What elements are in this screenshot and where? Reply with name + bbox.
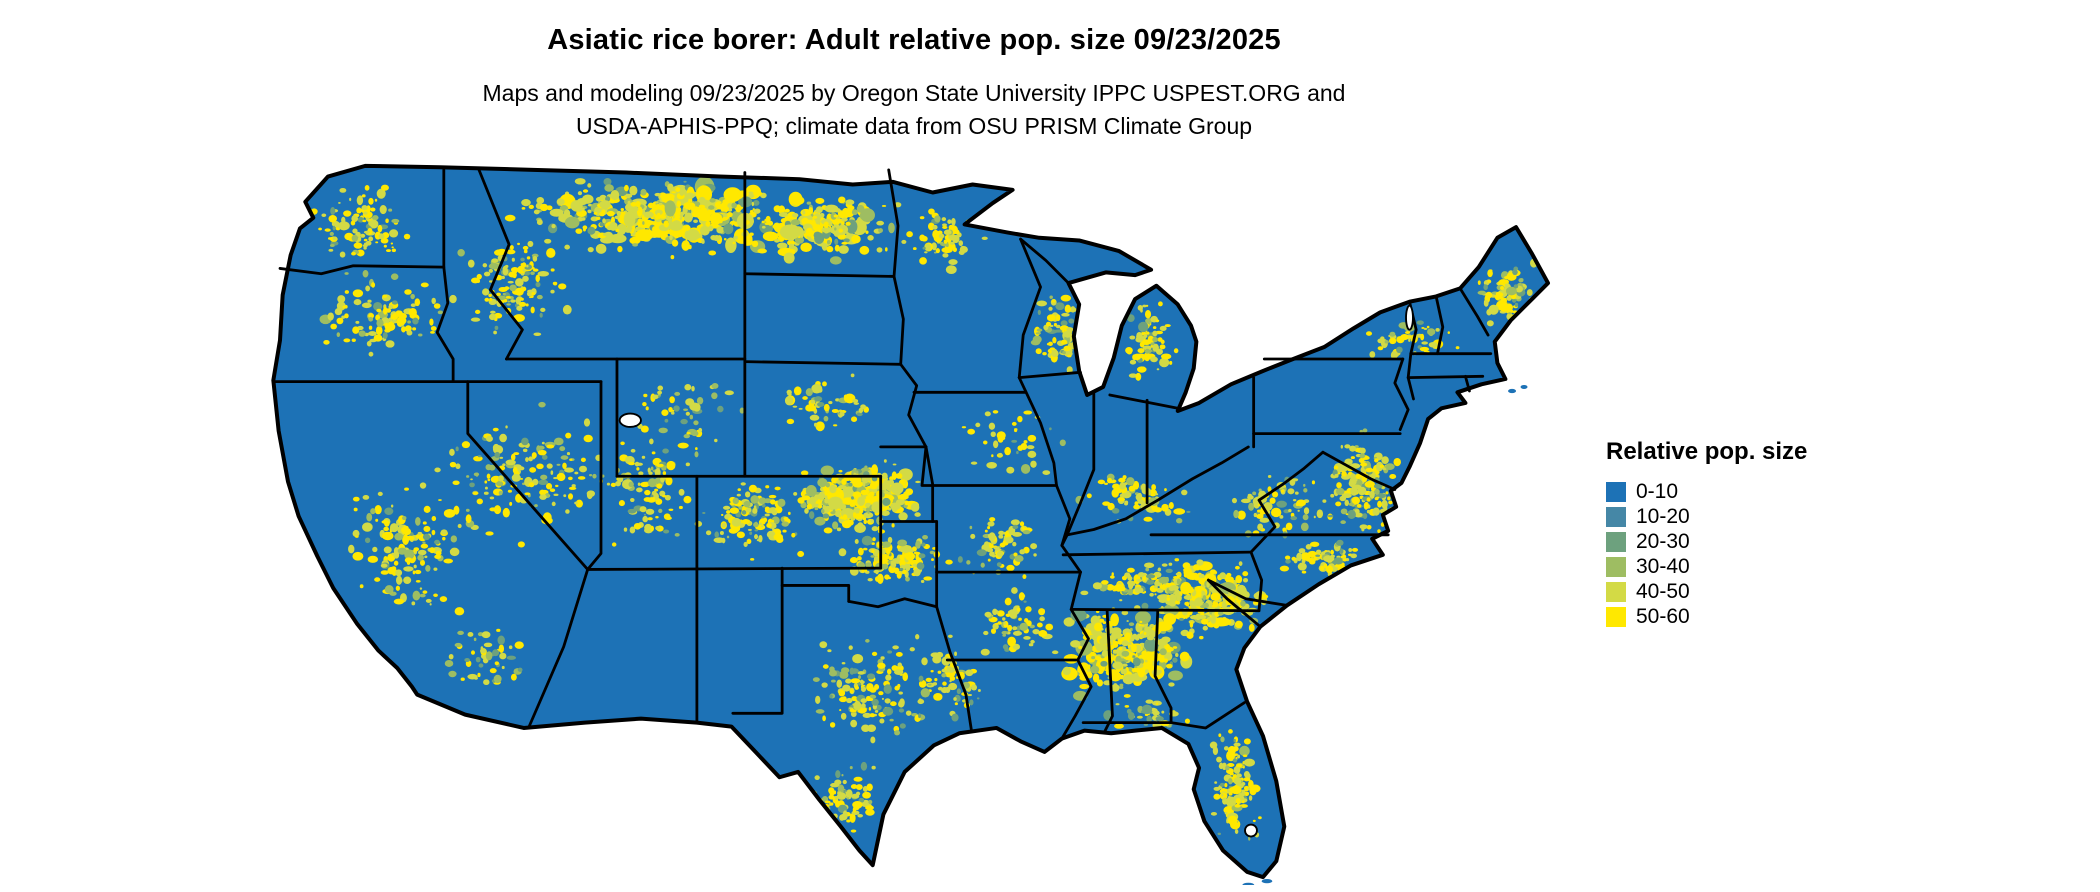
state-border-line — [1406, 352, 1415, 401]
state-border-line — [1017, 237, 1042, 380]
state-border-line — [743, 272, 896, 278]
marthas-vineyard-island — [1520, 384, 1528, 389]
legend-item: 20-30 — [1606, 529, 1807, 554]
inland-water-layer — [618, 304, 1414, 838]
header: Asiatic rice borer: Adult relative pop. … — [0, 24, 1828, 143]
state-borders-layer — [271, 167, 1493, 741]
florida-keys — [1261, 878, 1273, 884]
state-border-line — [1249, 450, 1325, 554]
legend-item: 40-50 — [1606, 579, 1807, 604]
state-border-line — [1069, 608, 1261, 613]
state-border-line — [435, 168, 455, 384]
great-salt-lake — [618, 412, 642, 428]
legend-swatch — [1606, 531, 1626, 552]
state-border-line — [1108, 393, 1180, 410]
legend-swatch — [1606, 606, 1626, 627]
map-attribution: Maps and modeling 09/23/2025 by Oregon S… — [0, 77, 1828, 143]
state-border-line — [892, 275, 905, 366]
legend-item: 10-20 — [1606, 504, 1807, 529]
legend-title: Relative pop. size — [1606, 438, 1808, 465]
legend-item-label: 10-20 — [1636, 504, 1690, 528]
legend-item: 50-60 — [1606, 604, 1807, 629]
legend: Relative pop. size 0-10 10-20 20-30 30-40 40… — [1606, 438, 1807, 629]
state-border-line — [847, 597, 939, 609]
attribution-line-1: Maps and modeling 09/23/2025 by Oregon S… — [482, 80, 1346, 106]
state-border-line — [1464, 374, 1471, 393]
state-border-line — [743, 360, 903, 366]
state-border-line — [1393, 357, 1410, 431]
state-border-line — [1406, 374, 1485, 380]
lake-champlain — [1405, 304, 1414, 331]
page-title: Asiatic rice borer: Adult relative pop. … — [547, 24, 1281, 56]
state-border-line — [731, 566, 784, 715]
state-border-line — [1055, 484, 1082, 574]
state-border-line — [887, 168, 900, 278]
legend-item: 30-40 — [1606, 554, 1807, 579]
state-border-line — [1206, 578, 1289, 607]
state-border-line — [1458, 287, 1490, 337]
state-border-line — [1060, 658, 1093, 741]
state-border-line — [1434, 294, 1445, 356]
legend-item: 0-10 — [1606, 479, 1807, 504]
state-border-line — [1019, 237, 1070, 285]
state-border-line — [899, 362, 928, 449]
us-coastline-border — [271, 163, 1551, 880]
nantucket-island — [1508, 388, 1517, 394]
state-border-line — [1060, 533, 1069, 547]
legend-swatch — [1606, 581, 1626, 602]
map-container — [268, 154, 1560, 885]
state-border-line — [1103, 609, 1114, 734]
legend-item-label: 30-40 — [1636, 554, 1690, 578]
legend-item-label: 0-10 — [1636, 479, 1679, 503]
state-border-line — [1017, 376, 1058, 487]
state-border-line — [477, 167, 524, 361]
legend-swatch — [1606, 506, 1626, 527]
state-border-line — [1065, 392, 1096, 537]
lake-okeechobee — [1244, 823, 1258, 838]
state-border-line — [1017, 370, 1082, 380]
legend-item-label: 40-50 — [1636, 579, 1690, 603]
legend-swatch — [1606, 556, 1626, 577]
us-map — [271, 163, 1551, 885]
attribution-line-2: USDA-APHIS-PPQ; climate data from OSU PR… — [575, 113, 1253, 139]
state-border-line — [1069, 570, 1090, 662]
state-border-line — [278, 264, 446, 276]
state-border-line — [1081, 701, 1246, 730]
state-border-line — [920, 445, 1058, 487]
florida-keys — [1242, 882, 1255, 885]
coastal-islands-layer — [1242, 384, 1528, 885]
population-hotspots-layer — [310, 176, 1540, 841]
state-border-line — [935, 605, 973, 731]
legend-item-label: 20-30 — [1636, 529, 1690, 553]
state-border-line — [1061, 550, 1253, 557]
state-border-line — [1206, 578, 1262, 629]
legend-items: 0-10 10-20 20-30 30-40 40-50 50-60 — [1606, 479, 1807, 629]
legend-item-label: 50-60 — [1636, 604, 1690, 628]
state-border-line — [1153, 609, 1173, 723]
state-border-line — [586, 380, 603, 571]
state-border-line — [1321, 450, 1397, 491]
state-border-line — [586, 566, 883, 571]
state-border-line — [1065, 445, 1250, 537]
state-border-line — [780, 584, 851, 603]
legend-swatch — [1606, 481, 1626, 502]
